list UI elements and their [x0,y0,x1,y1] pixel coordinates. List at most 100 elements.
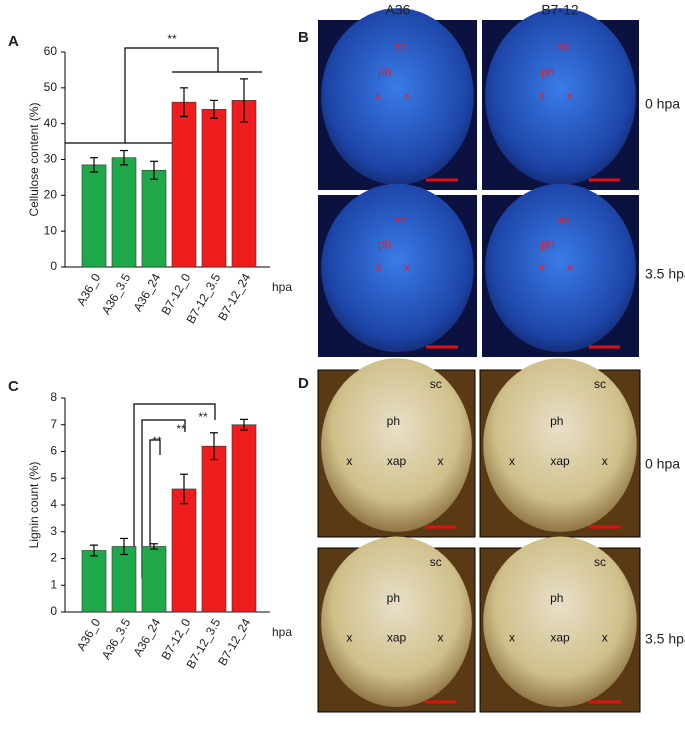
bar [231,424,257,613]
tissue-label: ph [550,414,563,428]
row-label: 3.5 hpa [645,631,685,647]
tissue-label: ph [378,237,391,251]
micrograph-tissue [485,8,636,185]
y-axis-label: Lignin count (%) [27,462,41,549]
micrograph-tissue [321,536,472,708]
bar [81,164,107,268]
y-tick-label: 3 [50,524,57,538]
tissue-label: x [539,260,545,274]
y-axis-label: Cellulose content (%) [27,102,41,216]
tissue-label: sc [430,555,442,569]
tissue-label: x [346,630,352,644]
tissue-label: sc [430,377,442,391]
bar [171,101,197,268]
panel-label: B [298,29,309,46]
tissue-label: xap [387,454,407,468]
panel-label: D [298,375,309,392]
bar [141,546,167,613]
error-bar [150,160,158,180]
significance-label: ** [167,32,177,46]
error-bar [240,78,248,123]
y-tick-label: 0 [50,259,57,273]
significance-label: ** [176,422,186,436]
bar [201,445,227,613]
x-tick-label: A36_3.5 [99,271,134,317]
panel-label: A [8,33,19,50]
y-tick-label: 7 [50,417,57,431]
tissue-label: x [509,630,515,644]
y-tick-label: 0 [50,604,57,618]
tissue-label: sc [558,213,570,227]
y-tick-label: 40 [44,116,58,130]
x-axis-unit: hpa [272,625,292,639]
error-bar [90,544,98,557]
tissue-label: ph [378,65,391,79]
y-tick-label: 60 [44,44,58,58]
row-label: 0 hpa [645,456,680,472]
bar [111,157,137,268]
significance-label: ** [198,410,208,424]
x-tick-label: A36_24 [131,271,164,314]
y-tick-label: 50 [44,80,58,94]
tissue-label: sc [594,555,606,569]
tissue-label: x [404,89,410,103]
significance-brackets [65,47,262,578]
micrograph-tissue [321,358,472,532]
tissue-label: sc [395,39,407,53]
tissue-label: ph [387,591,400,605]
tissue-label: x [375,89,381,103]
panel-label: C [8,378,19,395]
x-tick-label: A36_0 [74,271,104,308]
tissue-label: x [375,260,381,274]
micrograph-tissue [485,183,636,353]
row-label: 0 hpa [645,96,680,112]
error-bar [180,473,188,505]
column-label: A36 [386,2,411,18]
bar [201,109,227,268]
tissue-label: sc [594,377,606,391]
tissue-label: x [404,260,410,274]
tissue-label: sc [395,213,407,227]
tissue-label: x [567,260,573,274]
tissue-label: x [437,454,443,468]
micrograph-tissue [483,358,637,532]
tissue-label: ph [541,65,554,79]
tissue-label: xap [550,630,570,644]
micrograph-tissue [321,8,474,185]
error-bar [210,432,218,461]
tissue-label: x [437,630,443,644]
y-tick-label: 6 [50,444,57,458]
tissue-label: xap [550,454,570,468]
micrograph-tissue [483,536,637,708]
tissue-label: x [346,454,352,468]
tissue-label: x [567,89,573,103]
error-bar [210,99,218,119]
tissue-label: x [602,454,608,468]
y-tick-label: 1 [50,577,57,591]
error-bar [120,149,128,166]
error-bar [120,537,128,556]
micrograph-tissue [321,183,474,353]
y-tick-label: 5 [50,470,57,484]
tissue-label: ph [541,237,554,251]
x-tick-label: A36_3.5 [99,616,134,662]
error-bar [240,418,248,431]
y-tick-label: 30 [44,152,58,166]
bar [231,100,257,268]
x-axis-unit: hpa [272,280,292,294]
error-bar [150,543,158,550]
tissue-label: x [602,630,608,644]
tissue-label: sc [558,39,570,53]
y-tick-label: 20 [44,188,58,202]
y-tick-label: 2 [50,551,57,565]
bar [81,550,107,613]
bar [111,546,137,613]
x-tick-label: A36_0 [74,616,104,653]
bar [141,169,167,268]
bar [171,488,197,613]
x-tick-label: A36_24 [131,616,164,659]
tissue-label: xap [387,630,407,644]
error-bar [90,157,98,173]
significance-label: ** [152,434,162,448]
